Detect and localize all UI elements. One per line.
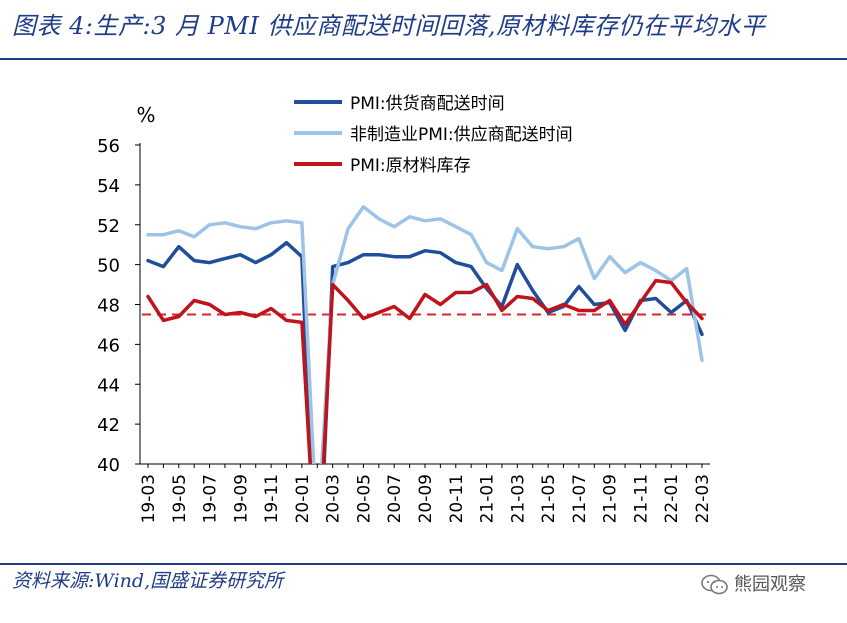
series-line-2 [146,205,704,464]
x-tick-label: 19-03 [139,474,159,523]
y-tick-label: 42 [97,415,120,436]
y-axis: 40 42 44 46 48 50 52 54 56 [97,136,141,476]
x-tick-label: 21-03 [508,474,528,523]
y-tick-label: 44 [97,375,120,396]
chart-title: 图表 4:生产:3 月 PMI 供应商配送时间回落,原材料库存仍在平均水平 [12,12,766,40]
y-tick-label: 46 [97,335,120,356]
x-tick-label: 19-09 [231,474,251,523]
x-tick-label: 22-01 [662,474,682,523]
x-tick-label: 20-03 [324,474,344,523]
legend-label-3: PMI:原材料库存 [350,156,471,176]
x-axis: 19-03 19-05 19-07 19-09 19-11 20-01 20-03 20-05… [139,463,713,523]
x-tick-label: 20-01 [293,474,313,523]
x-tick-label: 19-05 [170,474,190,523]
watermark: 熊园观察 [700,570,806,597]
series-lines [146,205,704,464]
x-tick-label: 19-11 [262,474,282,523]
footer-rule [0,563,847,565]
x-tick-label: 21-07 [570,474,590,523]
source-note: 资料来源:Wind,国盛证券研究所 [12,570,284,592]
legend-label-2: 非制造业PMI:供应商配送时间 [350,125,573,145]
y-tick-label: 48 [97,296,120,317]
x-tick-label: 21-01 [478,474,498,523]
series-line-3 [146,278,704,464]
watermark-text: 熊园观察 [734,574,806,595]
y-tick-label: 50 [97,256,120,277]
y-tick-label: 52 [97,216,120,237]
wechat-icon [701,574,728,595]
x-tick-label: 20-07 [385,474,405,523]
legend-label-1: PMI:供货商配送时间 [350,94,505,114]
y-tick-label: 54 [97,176,120,197]
x-tick-label: 21-05 [539,474,559,523]
y-axis-label: % [136,103,155,127]
y-tick-label: 56 [97,136,120,157]
x-tick-label: 21-09 [601,474,621,523]
x-tick-label: 19-07 [201,474,221,523]
y-tick-label: 40 [97,455,120,476]
x-tick-label: 22-03 [693,474,713,523]
x-tick-label: 20-11 [447,474,467,523]
x-tick-label: 20-05 [354,474,374,523]
title-rule [0,58,847,60]
x-tick-label: 21-11 [631,474,651,523]
x-tick-label: 20-09 [416,474,436,523]
